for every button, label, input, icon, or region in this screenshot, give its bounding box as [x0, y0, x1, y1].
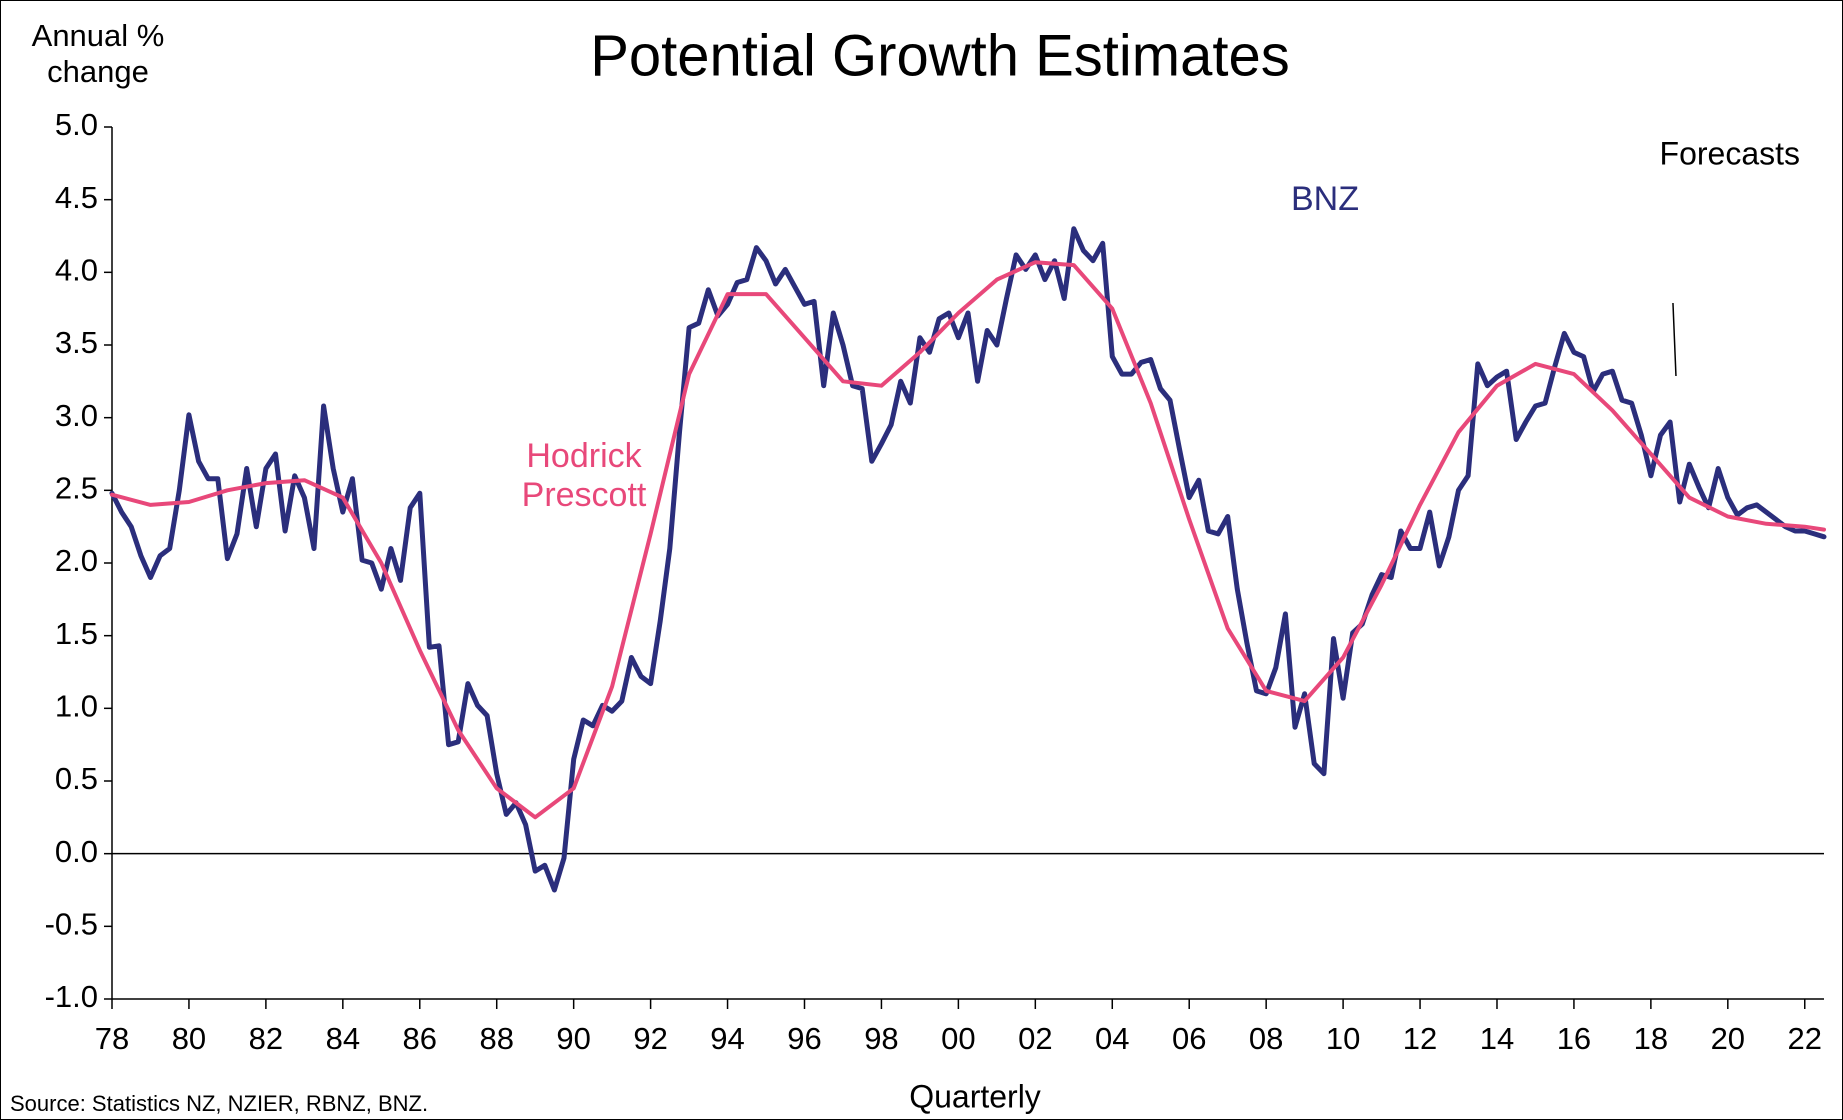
x-tick-label: 80 — [172, 1021, 206, 1056]
y-tick-label: 1.0 — [55, 689, 98, 724]
y-tick-label: 1.5 — [55, 616, 98, 651]
y-tick-label: 4.5 — [55, 180, 98, 215]
y-tick-label: 0.5 — [55, 761, 98, 796]
x-tick-label: 08 — [1249, 1021, 1283, 1056]
x-tick-label: 96 — [787, 1021, 821, 1056]
annotation: Forecasts — [1660, 135, 1800, 171]
series-label: BNZ — [1291, 180, 1359, 218]
y-axis-label: Annual % change — [31, 18, 165, 89]
x-tick-label: 06 — [1172, 1021, 1206, 1056]
y-tick-label: 4.0 — [55, 253, 98, 288]
x-axis-label: Quarterly — [909, 1078, 1041, 1114]
source: Source: Statistics NZ, NZIER, RBNZ, BNZ. — [10, 1091, 428, 1116]
y-tick-label: -1.0 — [45, 979, 98, 1014]
x-tick-label: 92 — [633, 1021, 667, 1056]
x-tick-label: 90 — [556, 1021, 590, 1056]
x-tick-label: 12 — [1403, 1021, 1437, 1056]
x-tick-label: 10 — [1326, 1021, 1360, 1056]
y-tick-label: 3.0 — [55, 398, 98, 433]
x-tick-label: 04 — [1095, 1021, 1129, 1056]
y-tick-label: -0.5 — [45, 907, 98, 942]
x-tick-label: 02 — [1018, 1021, 1052, 1056]
x-tick-label: 88 — [479, 1021, 513, 1056]
y-tick-label: 5.0 — [55, 107, 98, 142]
x-tick-label: 86 — [403, 1021, 437, 1056]
y-tick-label: 2.0 — [55, 543, 98, 578]
line-series — [110, 260, 1826, 820]
y-tick-label: 3.5 — [55, 325, 98, 360]
x-tick-label: 84 — [326, 1021, 360, 1056]
x-tick-label: 94 — [710, 1021, 744, 1056]
x-tick-label: 00 — [941, 1021, 975, 1056]
y-tick-label: 2.5 — [55, 471, 98, 506]
x-tick-label: 98 — [864, 1021, 898, 1056]
line-series — [109, 226, 1827, 893]
y-tick-label: 0.0 — [55, 834, 98, 869]
x-tick-label: 18 — [1634, 1021, 1668, 1056]
x-tick-label: 16 — [1557, 1021, 1591, 1056]
x-tick-label: 20 — [1711, 1021, 1745, 1056]
annotation-pointer — [1672, 302, 1677, 377]
x-tick-label: 22 — [1788, 1021, 1822, 1056]
series-label: Hodrick Prescott — [521, 437, 647, 515]
x-tick-label: 78 — [95, 1021, 129, 1056]
chart-title: Potential Growth Estimates — [590, 23, 1290, 88]
x-tick-label: 82 — [249, 1021, 283, 1056]
x-tick-label: 14 — [1480, 1021, 1514, 1056]
